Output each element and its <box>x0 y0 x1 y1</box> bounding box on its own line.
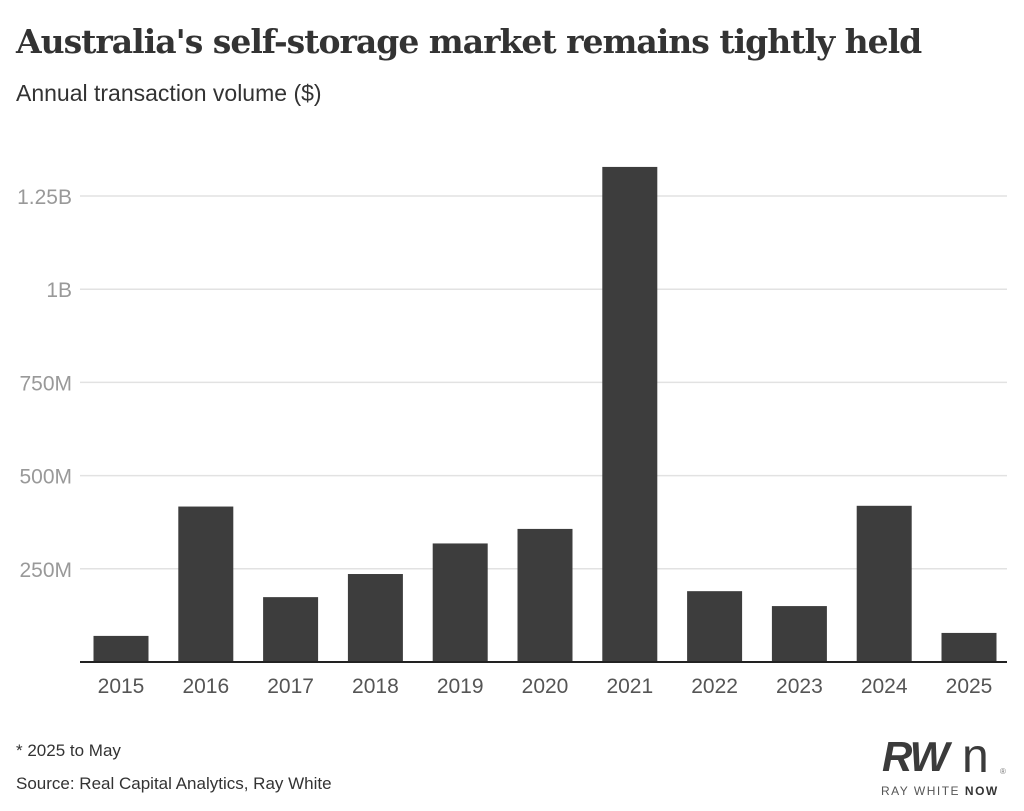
chart-title: Australia's self-storage market remains … <box>16 22 922 61</box>
bar-2018 <box>347 574 403 662</box>
x-tick-label: 2019 <box>437 675 484 698</box>
x-tick-label: 2015 <box>98 675 145 698</box>
logo-n: n <box>962 730 989 783</box>
y-tick-label: 500M <box>19 466 72 489</box>
bar-2024 <box>856 505 912 662</box>
bar-chart: 250M 500M 750M 1B 1.25B 2015 2016 2017 2018 2019 2… <box>17 166 1007 698</box>
source-note: Source: Real Capital Analytics, Ray Whit… <box>16 774 332 793</box>
chart-subtitle: Annual transaction volume ($) <box>16 80 322 106</box>
logo-text: RAY WHITE NOW <box>881 784 999 798</box>
bar-2016 <box>178 506 234 662</box>
y-tick-label: 1B <box>46 279 72 302</box>
x-tick-label: 2023 <box>776 675 823 698</box>
bar-2022 <box>687 591 743 662</box>
bar-2025 <box>941 632 997 662</box>
x-tick-label: 2024 <box>861 675 908 698</box>
bar-2023 <box>771 606 827 662</box>
y-tick-label: 750M <box>19 372 72 395</box>
x-tick-label: 2018 <box>352 675 399 698</box>
x-tick-label: 2025 <box>946 675 993 698</box>
x-tick-label: 2021 <box>606 675 653 698</box>
bar-2021 <box>602 166 658 662</box>
bar-2020 <box>517 528 573 662</box>
ray-white-now-logo: RW n ® RAY WHITE NOW <box>878 730 1013 803</box>
footnote: * 2025 to May <box>16 741 121 760</box>
bar-2015 <box>93 635 149 662</box>
x-tick-label: 2022 <box>691 675 738 698</box>
registered-icon: ® <box>1000 767 1006 776</box>
x-tick-label: 2016 <box>182 675 229 698</box>
y-tick-label: 250M <box>19 559 72 582</box>
bar-2017 <box>263 597 319 662</box>
logo-mark: RW <box>882 733 949 780</box>
bar-2019 <box>432 543 488 662</box>
y-tick-label: 1.25B <box>17 186 72 209</box>
x-tick-label: 2017 <box>267 675 314 698</box>
x-tick-label: 2020 <box>522 675 569 698</box>
